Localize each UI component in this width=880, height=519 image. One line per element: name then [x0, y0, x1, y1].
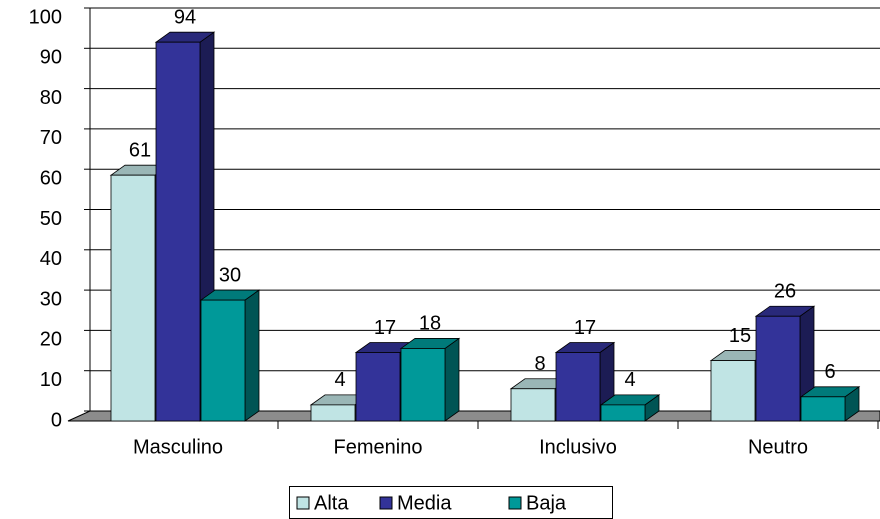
bar-front — [800, 396, 846, 422]
bar-front — [710, 360, 756, 422]
bar-front — [600, 404, 646, 422]
y-tick-label: 60 — [40, 167, 62, 189]
data-label: 30 — [219, 264, 241, 286]
bar-side — [244, 289, 260, 422]
legend: Alta Media Baja — [289, 486, 613, 519]
legend-label: Alta — [314, 492, 349, 514]
bar — [399, 337, 461, 422]
data-label: 8 — [534, 353, 545, 375]
data-label: 61 — [129, 139, 151, 161]
legend-swatch — [296, 496, 310, 510]
data-label: 4 — [624, 369, 635, 391]
bar — [554, 341, 616, 422]
bar — [199, 289, 261, 422]
data-label: 17 — [574, 317, 596, 339]
legend-label: Media — [397, 492, 452, 514]
bar-side — [444, 337, 460, 422]
bar-front — [555, 352, 601, 422]
y-tick-label: 80 — [40, 87, 62, 109]
data-label: 4 — [334, 369, 345, 391]
y-tick-label: 100 — [29, 6, 62, 28]
bar-front — [200, 299, 246, 422]
data-label: 6 — [824, 361, 835, 383]
y-tick-label: 50 — [40, 208, 62, 230]
bar-front — [110, 174, 156, 422]
data-label: 94 — [174, 6, 196, 28]
data-label: 15 — [729, 325, 751, 347]
x-tick-label: Inclusivo — [539, 436, 617, 458]
bar-front — [355, 352, 401, 422]
bar-front — [400, 348, 446, 422]
bar-front — [155, 41, 201, 422]
data-label: 18 — [419, 313, 441, 335]
y-tick-label: 20 — [40, 329, 62, 351]
y-tick-label: 70 — [40, 127, 62, 149]
y-tick-label: 40 — [40, 248, 62, 270]
legend-swatch — [379, 496, 393, 510]
legend-label: Baja — [526, 492, 567, 514]
x-tick-label: Masculino — [133, 436, 223, 458]
y-tick-label: 10 — [40, 369, 62, 391]
x-tick-label: Neutro — [748, 436, 808, 458]
legend-swatch — [508, 496, 522, 510]
bar-front — [510, 388, 556, 422]
bar — [599, 394, 661, 422]
data-label: 26 — [774, 281, 796, 303]
bar-front — [755, 315, 801, 422]
y-tick-label: 30 — [40, 288, 62, 310]
legend-box — [289, 486, 613, 519]
x-tick-label: Femenino — [334, 436, 423, 458]
data-label: 17 — [374, 317, 396, 339]
y-tick-label: 0 — [51, 409, 62, 431]
y-tick-label: 90 — [40, 47, 62, 69]
bar — [799, 386, 861, 422]
bar-front — [310, 404, 356, 422]
